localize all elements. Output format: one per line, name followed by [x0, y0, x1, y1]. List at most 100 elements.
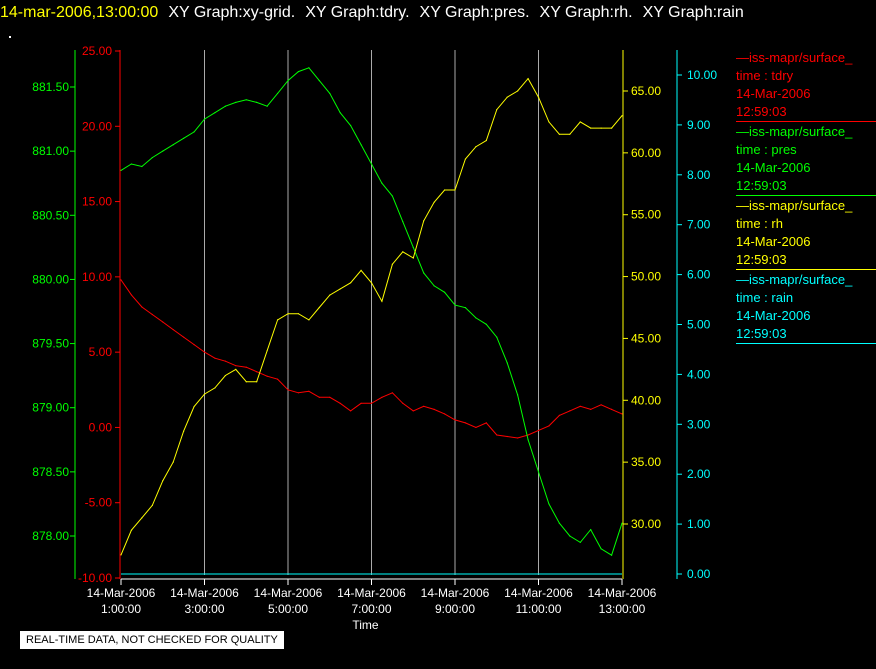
series-tdry-point — [569, 410, 571, 412]
series-rh-point — [402, 251, 404, 253]
series-pres-point — [214, 112, 216, 114]
legend-date: 14-Mar-2006 — [736, 160, 811, 175]
legend-time: 12:59:03 — [736, 104, 787, 119]
series-rh-point — [329, 294, 331, 296]
series-rh-point — [172, 461, 174, 463]
rh-tick-label: 35.00 — [631, 455, 661, 469]
pres-tick-label: 880.00 — [32, 272, 69, 286]
series-rh-point — [590, 127, 592, 129]
legend-header: —iss-mapr/surface_ — [736, 124, 853, 139]
series-rh-point — [412, 257, 414, 259]
rain-tick-label: 3.00 — [687, 417, 711, 431]
series-tdry-point — [256, 371, 258, 373]
series-rh-point — [318, 306, 320, 309]
marker-dot — [9, 36, 11, 38]
series-pres-point — [141, 165, 143, 168]
legend-date: 14-Mar-2006 — [736, 234, 811, 249]
series-pres-point — [443, 291, 446, 293]
series-pres-point — [579, 541, 581, 544]
quality-note: REAL-TIME DATA, NOT CHECKED FOR QUALITY — [20, 631, 284, 649]
series-rh-point — [203, 393, 206, 395]
tdry-tick-label: -10.00 — [78, 571, 112, 585]
series-rh-point — [130, 529, 133, 531]
series-tdry-point — [151, 313, 153, 316]
series-rh-point — [600, 127, 602, 129]
series-tdry-point — [266, 375, 268, 377]
series-tdry-point — [496, 434, 498, 436]
series-pres-point — [391, 195, 393, 197]
series-pres-point — [120, 169, 122, 171]
legend-entry-tdry[interactable]: —iss-mapr/surface_ time : tdry 14-Mar-20… — [736, 47, 876, 122]
legend-header: —iss-mapr/surface_ — [736, 272, 853, 287]
series-pres-point — [485, 323, 487, 325]
series-pres-point — [308, 67, 310, 69]
header-graph-xy-grid: XY Graph:xy-grid. — [168, 4, 296, 21]
x-tick-label-date: 14-Mar-2006 — [337, 586, 406, 600]
series-pres-point — [318, 79, 320, 82]
series-tdry-point — [350, 410, 352, 412]
series-rh-point — [308, 319, 310, 321]
legend-date: 14-Mar-2006 — [736, 308, 811, 323]
series-pres-point — [423, 272, 425, 274]
pres-tick-label: 879.00 — [32, 401, 69, 415]
x-tick-label-time: 11:00:00 — [516, 602, 562, 616]
series-tdry-point — [610, 408, 613, 410]
series-pres-point — [339, 112, 341, 114]
series-pres-point — [590, 528, 592, 531]
series-rh-point — [610, 127, 613, 129]
series-tdry-point — [454, 419, 456, 421]
x-tick-label-date: 14-Mar-2006 — [588, 586, 657, 600]
series-tdry-point — [203, 351, 206, 353]
series-tdry-point — [308, 390, 310, 392]
series-pres-point — [517, 394, 519, 396]
series-rh-point — [433, 201, 435, 203]
legend-entry-pres[interactable]: —iss-mapr/surface_ time : pres 14-Mar-20… — [736, 121, 876, 196]
series-pres-point — [350, 124, 352, 127]
series-rh-point — [297, 313, 300, 315]
series-rh-point — [276, 319, 279, 321]
series-rh-point — [256, 381, 258, 383]
x-tick-label-time: 1:00:00 — [101, 602, 141, 616]
legend-entry-rh[interactable]: —iss-mapr/surface_ time : rh 14-Mar-2006… — [736, 195, 876, 270]
legend-rule — [736, 121, 876, 122]
series-tdry-point — [318, 396, 320, 398]
legend-entry-rain[interactable]: —iss-mapr/surface_ time : rain 14-Mar-20… — [736, 269, 876, 344]
rh-tick-label: 40.00 — [631, 393, 661, 407]
series-pres-point — [537, 471, 540, 473]
rain-tick-label: 9.00 — [687, 118, 711, 132]
series-rh-point — [423, 220, 425, 222]
series-tdry-point — [276, 378, 279, 380]
series-tdry-point — [287, 389, 289, 391]
series-tdry-point — [214, 357, 216, 359]
series-pres-point — [162, 150, 164, 152]
series-rh-point — [506, 96, 508, 98]
header-graph-tdry: XY Graph:tdry. — [305, 4, 410, 21]
x-tick-label-time: 5:00:00 — [268, 602, 308, 616]
series-tdry-point — [120, 279, 122, 281]
header-graph-rain: XY Graph:rain — [642, 4, 744, 21]
legend-time: 12:59:03 — [736, 326, 787, 341]
legend-rule — [736, 343, 876, 344]
series-pres-point — [224, 105, 226, 107]
series-tdry-point — [360, 402, 362, 404]
series-rh-point — [464, 158, 467, 160]
rain-tick-label: 7.00 — [687, 218, 711, 232]
x-tick-label-date: 14-Mar-2006 — [421, 586, 490, 600]
series-rh-point — [579, 121, 581, 123]
legend-rule — [736, 269, 876, 270]
rh-tick-label: 55.00 — [631, 208, 661, 222]
series-rh-point — [548, 121, 550, 123]
series-tdry-point — [590, 408, 592, 410]
x-tick-label-date: 14-Mar-2006 — [87, 586, 156, 600]
series-pres-point — [412, 246, 414, 248]
pres-tick-label: 878.00 — [32, 529, 69, 543]
rh-tick-label: 50.00 — [631, 270, 661, 284]
rh-tick-label: 65.00 — [631, 84, 661, 98]
series-tdry-point — [621, 413, 623, 415]
series-tdry-point — [600, 404, 602, 406]
series-pres-point — [276, 92, 279, 95]
x-tick-label-time: 7:00:00 — [351, 602, 391, 616]
series-rh-point — [496, 108, 498, 111]
series-tdry-point — [443, 413, 446, 415]
